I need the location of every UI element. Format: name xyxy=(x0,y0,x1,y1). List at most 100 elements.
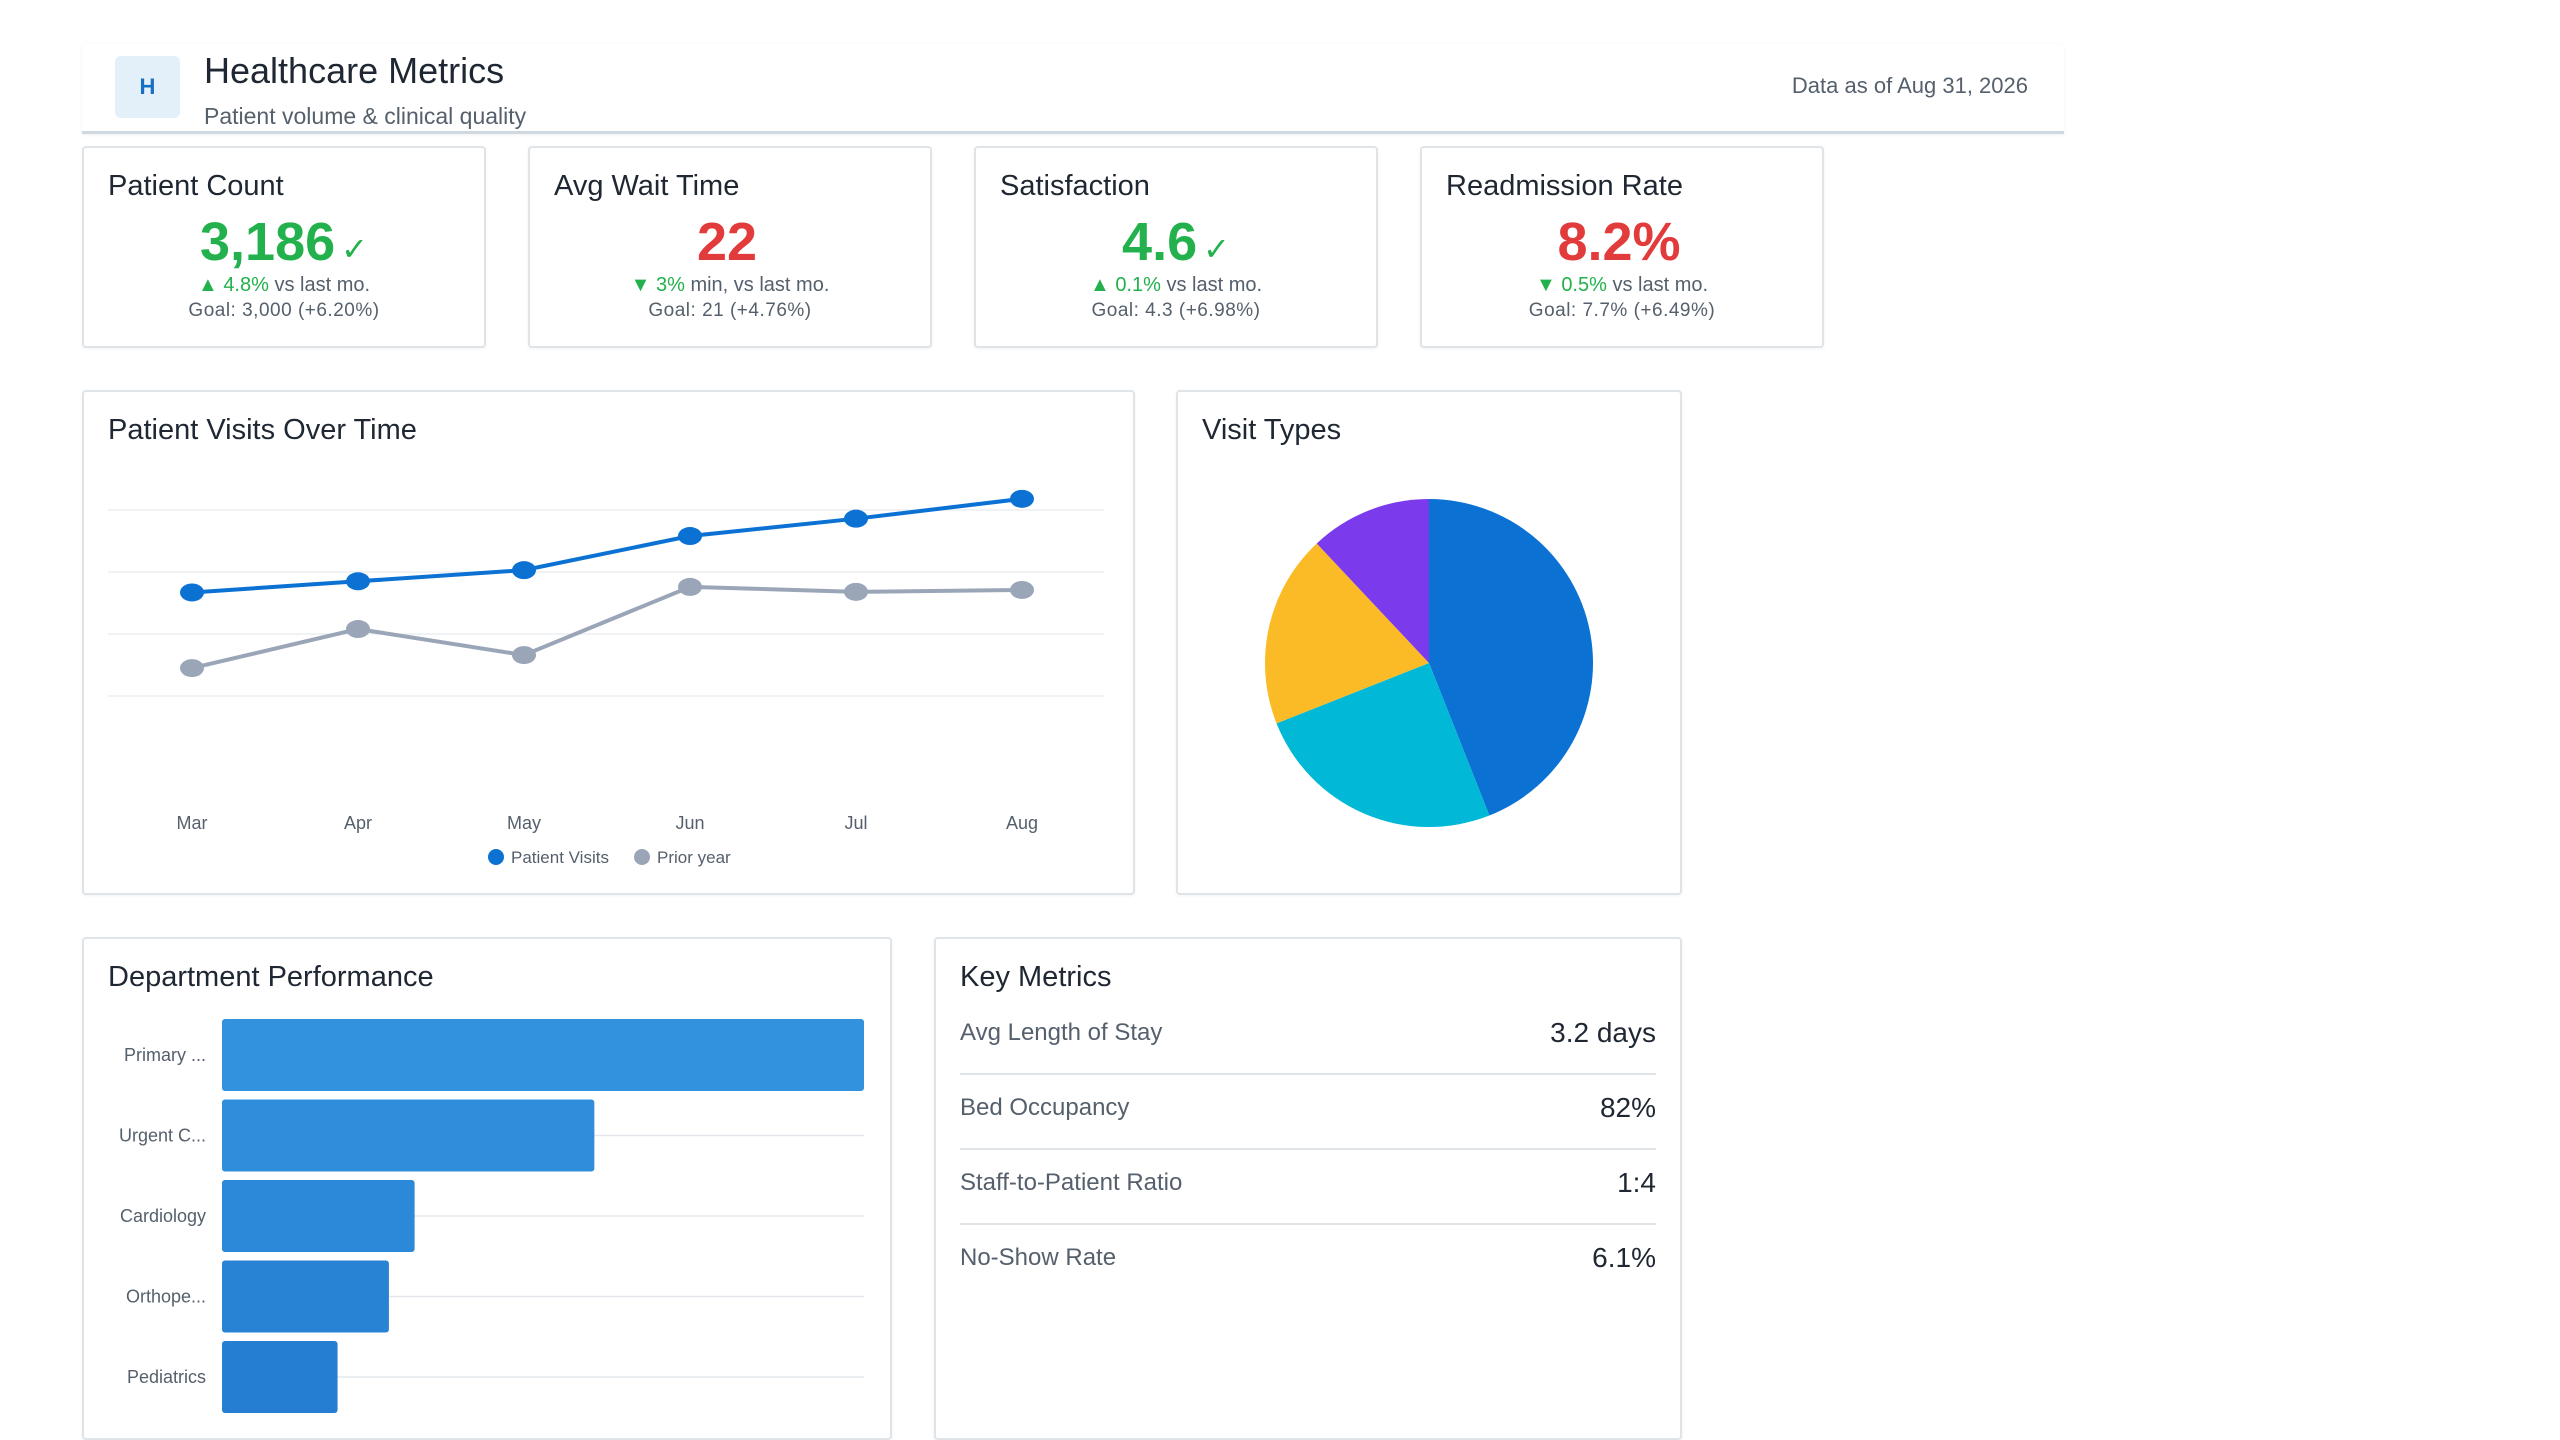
bar xyxy=(222,1341,338,1413)
kpi-delta: ▼ 3% min, vs last mo. xyxy=(530,274,930,297)
kpi-delta-value: 4.8% xyxy=(223,274,269,296)
arrow-down-icon: ▼ xyxy=(1535,274,1556,296)
legend-marker xyxy=(634,849,650,865)
data-point xyxy=(1010,580,1034,599)
pie-slice xyxy=(1316,499,1429,663)
bar-category-label: Pediatrics xyxy=(127,1367,206,1387)
line-chart-title: Patient Visits Over Time xyxy=(108,414,417,446)
data-point xyxy=(678,527,702,546)
data-point xyxy=(346,620,370,639)
kpi-delta-value: 0.5% xyxy=(1561,274,1607,296)
app-logo: H xyxy=(115,56,180,118)
series-line xyxy=(191,496,1023,595)
bar-chart: Primary ... Urgent C... Cardiology Orthope.… xyxy=(119,1019,864,1413)
arrow-up-icon: ▲ xyxy=(197,274,218,296)
bar xyxy=(222,1180,415,1252)
pie-slice xyxy=(1265,543,1429,724)
pie-chart-title: Visit Types xyxy=(1202,414,1342,446)
kpi-value: 22 xyxy=(530,211,930,273)
kpi-card-readmission-rate[interactable]: Readmission Rate 8.2% ▼ 0.5% vs last mo.… xyxy=(1420,146,1824,348)
kpi-value-text: 22 xyxy=(696,212,758,272)
key-metrics-title: Key Metrics xyxy=(960,961,1112,993)
kpi-delta-value: 3% xyxy=(655,274,685,296)
key-metric-label: Staff-to-Patient Ratio xyxy=(960,1169,1183,1196)
header-bar xyxy=(82,44,2064,134)
key-metrics-panel: Key Metrics Avg Length of Stay 3.2 days … xyxy=(934,937,1682,1440)
kpi-goal: Goal: 21 (+4.76%) xyxy=(648,300,812,321)
legend-marker xyxy=(488,849,504,865)
x-tick-label: Aug xyxy=(1006,813,1038,833)
kpi-delta-suffix: vs last mo. xyxy=(1166,274,1263,296)
series-line xyxy=(191,584,1023,671)
kpi-value-text: 3,186 xyxy=(200,212,336,272)
key-metric-row: Staff-to-Patient Ratio 1:4 xyxy=(960,1149,1656,1225)
kpi-delta: ▼ 0.5% vs last mo. xyxy=(1422,274,1822,297)
x-tick-label: Apr xyxy=(344,813,372,833)
key-metric-row: Bed Occupancy 82% xyxy=(960,1074,1656,1150)
pie-chart xyxy=(1265,499,1593,827)
x-tick-label: Jul xyxy=(844,813,867,833)
bar-category-label: Cardiology xyxy=(120,1206,206,1226)
data-point xyxy=(180,659,204,678)
bar-chart-title: Department Performance xyxy=(108,961,434,993)
kpi-delta: ▲ 4.8% vs last mo. xyxy=(84,274,484,297)
x-tick-label: Jun xyxy=(675,813,704,833)
data-point xyxy=(678,577,702,596)
kpi-delta: ▲ 0.1% vs last mo. xyxy=(976,274,1376,297)
kpi-value: 8.2% xyxy=(1422,211,1822,273)
key-metric-value: 82% xyxy=(1599,1092,1656,1123)
key-metric-row: No-Show Rate 6.1% xyxy=(960,1224,1656,1298)
page-title: Healthcare Metrics xyxy=(204,50,505,91)
data-as-of-label: Data as of Aug 31, 2026 xyxy=(1791,73,2028,98)
check-icon: ✓ xyxy=(1203,231,1230,267)
key-metric-label: Bed Occupancy xyxy=(960,1094,1130,1121)
kpi-value-text: 4.6 xyxy=(1122,212,1198,272)
check-icon: ✓ xyxy=(341,231,368,267)
data-point xyxy=(512,646,536,665)
x-tick-label: Mar xyxy=(177,813,208,833)
kpi-delta-value: 0.1% xyxy=(1115,274,1161,296)
kpi-title: Readmission Rate xyxy=(1446,170,1683,202)
legend-label: Patient Visits xyxy=(511,848,609,867)
line-chart-panel: Patient Visits Over Time Mar Apr May Jun Jul… xyxy=(82,390,1135,895)
kpi-delta-suffix: vs last mo. xyxy=(733,274,830,296)
key-metric-value: 1:4 xyxy=(1617,1167,1656,1198)
kpi-card-satisfaction[interactable]: Satisfaction 4.6 ✓ ▲ 0.1% vs last mo. Goa… xyxy=(974,146,1378,348)
line-chart: Mar Apr May Jun Jul Aug Patient Visits Prior ye… xyxy=(108,489,1104,867)
key-metric-label: Avg Length of Stay xyxy=(960,1019,1163,1046)
page-subtitle: Patient volume & clinical quality xyxy=(204,103,527,129)
kpi-value: 4.6 ✓ xyxy=(976,211,1376,273)
bar-category-label: Orthope... xyxy=(126,1287,206,1307)
x-tick-label: May xyxy=(507,813,541,833)
kpi-delta-unit: min, xyxy=(690,274,729,296)
pie-slice xyxy=(1429,499,1593,816)
key-metric-row: Avg Length of Stay 3.2 days xyxy=(960,999,1656,1075)
bar-chart-panel: Department Performance Primary ... Urgent… xyxy=(82,937,892,1440)
data-point xyxy=(346,572,370,591)
kpi-title: Patient Count xyxy=(108,170,284,202)
kpi-card-patient-count[interactable]: Patient Count 3,186 ✓ ▲ 4.8% vs last mo. … xyxy=(82,146,486,348)
data-point xyxy=(844,582,868,601)
data-point xyxy=(1010,489,1034,508)
pie-chart-panel: Visit Types xyxy=(1176,390,1682,895)
data-point xyxy=(180,583,204,602)
data-point xyxy=(512,561,536,580)
key-metric-label: No-Show Rate xyxy=(960,1244,1117,1271)
key-metric-value: 6.1% xyxy=(1592,1242,1656,1273)
key-metric-value: 3.2 days xyxy=(1550,1017,1656,1048)
kpi-value-text: 8.2% xyxy=(1557,212,1681,272)
kpi-goal: Goal: 7.7% (+6.49%) xyxy=(1528,300,1716,321)
kpi-card-avg-wait-time[interactable]: Avg Wait Time 22 ▼ 3% min, vs last mo. G… xyxy=(528,146,932,348)
kpi-title: Avg Wait Time xyxy=(554,170,740,202)
bar xyxy=(222,1019,864,1091)
arrow-up-icon: ▲ xyxy=(1089,274,1110,296)
kpi-goal: Goal: 4.3 (+6.98%) xyxy=(1091,300,1261,321)
kpi-delta-suffix: vs last mo. xyxy=(274,274,371,296)
legend-label: Prior year xyxy=(657,848,731,867)
data-point xyxy=(844,509,868,528)
kpi-title: Satisfaction xyxy=(1000,170,1150,202)
arrow-down-icon: ▼ xyxy=(630,274,651,296)
kpi-goal: Goal: 3,000 (+6.20%) xyxy=(188,300,380,321)
bar-category-label: Urgent C... xyxy=(119,1126,206,1146)
kpi-value: 3,186 ✓ xyxy=(84,211,484,273)
